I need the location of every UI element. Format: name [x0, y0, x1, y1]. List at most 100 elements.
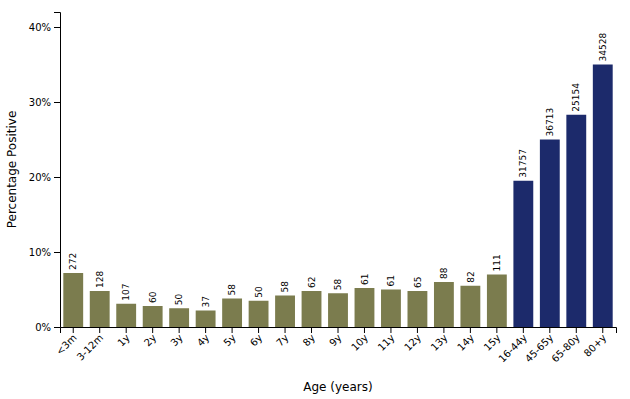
tick-mark [311, 327, 312, 333]
bar [460, 286, 480, 327]
tick-mark [602, 327, 603, 333]
tick-mark [443, 327, 444, 333]
n-label: 58 [280, 281, 290, 293]
tick-mark [576, 327, 577, 333]
tick-label: 14y [455, 332, 476, 353]
y-axis-title: Percentage Positive [5, 111, 19, 229]
n-label: 65 [413, 277, 423, 288]
tick-label: 1y [115, 332, 132, 349]
x-tick: 3-12m [75, 327, 106, 363]
tick-label: 3y [168, 332, 185, 349]
bar [540, 140, 560, 328]
tick-label: 15y [482, 332, 503, 353]
bar [249, 301, 269, 327]
tick-label: 5y [221, 332, 238, 349]
bar [302, 291, 322, 327]
bar [90, 291, 110, 327]
tick-label: 8y [301, 332, 318, 349]
n-label: 272 [68, 253, 78, 270]
tick-label: 7y [274, 332, 291, 349]
axis-line [54, 13, 61, 328]
n-label: 50 [174, 294, 184, 306]
tick-label: 2y [142, 332, 159, 349]
bar [196, 311, 216, 328]
bar [116, 304, 136, 327]
x-tick: 2y [142, 327, 159, 348]
x-tick: 4y [195, 327, 212, 348]
n-label: 58 [227, 284, 237, 296]
bar [381, 290, 401, 328]
tick-label: 3-12m [75, 332, 106, 363]
bar [513, 181, 533, 327]
tick-mark [285, 327, 286, 333]
bar [328, 293, 348, 327]
bar [566, 115, 586, 327]
x-tick: 6y [248, 327, 265, 348]
bar [169, 308, 189, 327]
tick-mark [152, 327, 153, 333]
plot: 2721281076050375850586258616165888211131… [29, 13, 617, 365]
tick-label: 45-65y [523, 332, 556, 365]
n-label: 34528 [598, 33, 608, 62]
x-tick: 10y [349, 327, 370, 353]
bar [434, 282, 454, 327]
bar [355, 288, 375, 327]
y-axis: 0% 10% 20% 30% 40% [29, 13, 61, 333]
tick-label: 20% [29, 172, 51, 183]
n-label: 107 [121, 284, 131, 301]
tick-label: 30% [29, 97, 51, 108]
tick-label: 10% [29, 247, 51, 258]
n-label: 31757 [518, 149, 528, 178]
x-tick: 15y [482, 327, 503, 353]
tick-mark [496, 327, 497, 333]
tick-mark [99, 327, 100, 333]
n-label: 61 [360, 274, 370, 285]
tick-mark [54, 252, 60, 253]
x-tick: 12y [402, 327, 423, 353]
tick-label: 40% [29, 22, 51, 33]
tick-mark [417, 327, 418, 333]
n-label: 128 [95, 271, 105, 288]
tick-mark [54, 27, 60, 28]
tick-label: 10y [349, 332, 370, 353]
tick-mark [549, 327, 550, 333]
n-label: 111 [492, 254, 502, 271]
tick-label: 16-44y [496, 332, 529, 365]
x-tick: 65-80y [549, 327, 582, 364]
tick-mark [258, 327, 259, 333]
x-tick: 11y [376, 327, 397, 353]
tick-mark [73, 327, 74, 333]
x-tick: 1y [115, 327, 132, 348]
x-tick: <3m [54, 327, 79, 357]
tick-label: 4y [195, 332, 212, 349]
bar [275, 296, 295, 328]
y-tick: 20% [29, 172, 60, 183]
n-label: 50 [254, 286, 264, 298]
tick-label: 65-80y [549, 332, 582, 365]
n-labels: 2721281076050375850586258616165888211131… [68, 33, 608, 308]
n-label: 61 [386, 275, 396, 286]
tick-label: 9y [327, 332, 344, 349]
bar [408, 291, 428, 327]
x-axis-title: Age (years) [303, 380, 372, 394]
n-label: 60 [148, 291, 158, 303]
n-label: 82 [466, 271, 476, 282]
n-label: 58 [333, 279, 343, 291]
bar [487, 275, 507, 328]
tick-label: 12y [402, 332, 423, 353]
tick-mark [54, 177, 60, 178]
tick-label: 0% [35, 322, 51, 333]
tick-mark [364, 327, 365, 333]
n-label: 36713 [545, 108, 555, 137]
x-tick: 8y [301, 327, 318, 348]
tick-mark [179, 327, 180, 333]
tick-mark [338, 327, 339, 333]
bars [63, 65, 612, 328]
x-tick: 80+y [582, 327, 609, 359]
tick-label: 80+y [582, 332, 609, 359]
bar [222, 299, 242, 328]
bar [593, 65, 613, 328]
tick-mark [126, 327, 127, 333]
tick-label: 11y [376, 332, 397, 353]
x-tick: 7y [274, 327, 291, 348]
